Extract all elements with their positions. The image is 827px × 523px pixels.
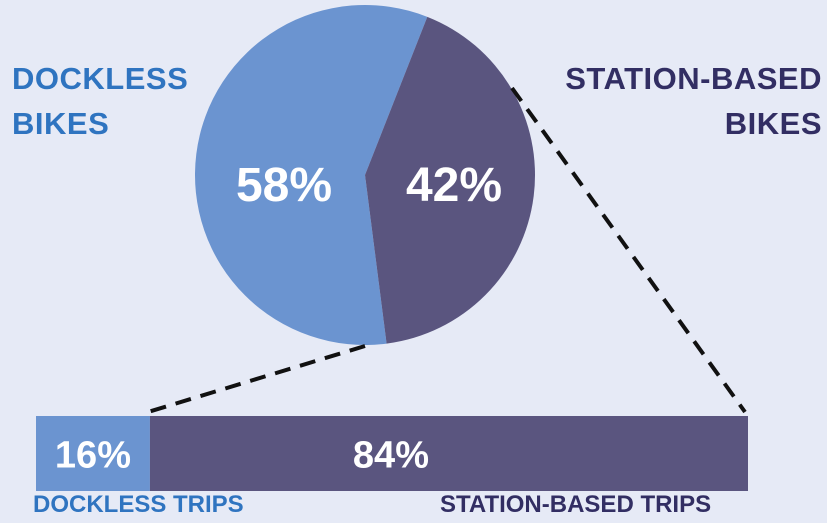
bar-label-station-trips: STATION-BASED TRIPS	[440, 491, 712, 518]
bar-value-label-station: 84%	[353, 435, 429, 477]
pie-slice-dockless	[195, 4, 428, 346]
bar-segment-dockless	[36, 416, 150, 491]
legend-dockless-bikes: DOCKLESS BIKES	[12, 56, 188, 146]
bar-segment-station	[149, 416, 749, 491]
bar-value-label-dockless: 16%	[55, 435, 131, 477]
pie-value-label-dockless: 58%	[236, 159, 332, 212]
stacked-bar-chart: 16% 84%	[36, 416, 749, 491]
legend-station-bikes-line2: BIKES	[724, 106, 822, 141]
pie-slice-station	[365, 16, 536, 344]
legend-dockless-bikes-line1: DOCKLESS	[12, 61, 189, 96]
bar-label-dockless-trips: DOCKLESS TRIPS	[33, 491, 244, 518]
pie-value-label-station: 42%	[406, 159, 502, 212]
connector-line-left	[147, 344, 366, 414]
legend-station-bikes-line1: STATION-BASED	[565, 61, 822, 96]
connector-lines	[147, 86, 747, 414]
connector-line-right	[510, 86, 747, 414]
pie-chart: 58% 42%	[195, 4, 536, 346]
legend-station-bikes: STATION-BASED BIKES	[565, 56, 822, 146]
legend-dockless-bikes-line2: BIKES	[12, 106, 110, 141]
